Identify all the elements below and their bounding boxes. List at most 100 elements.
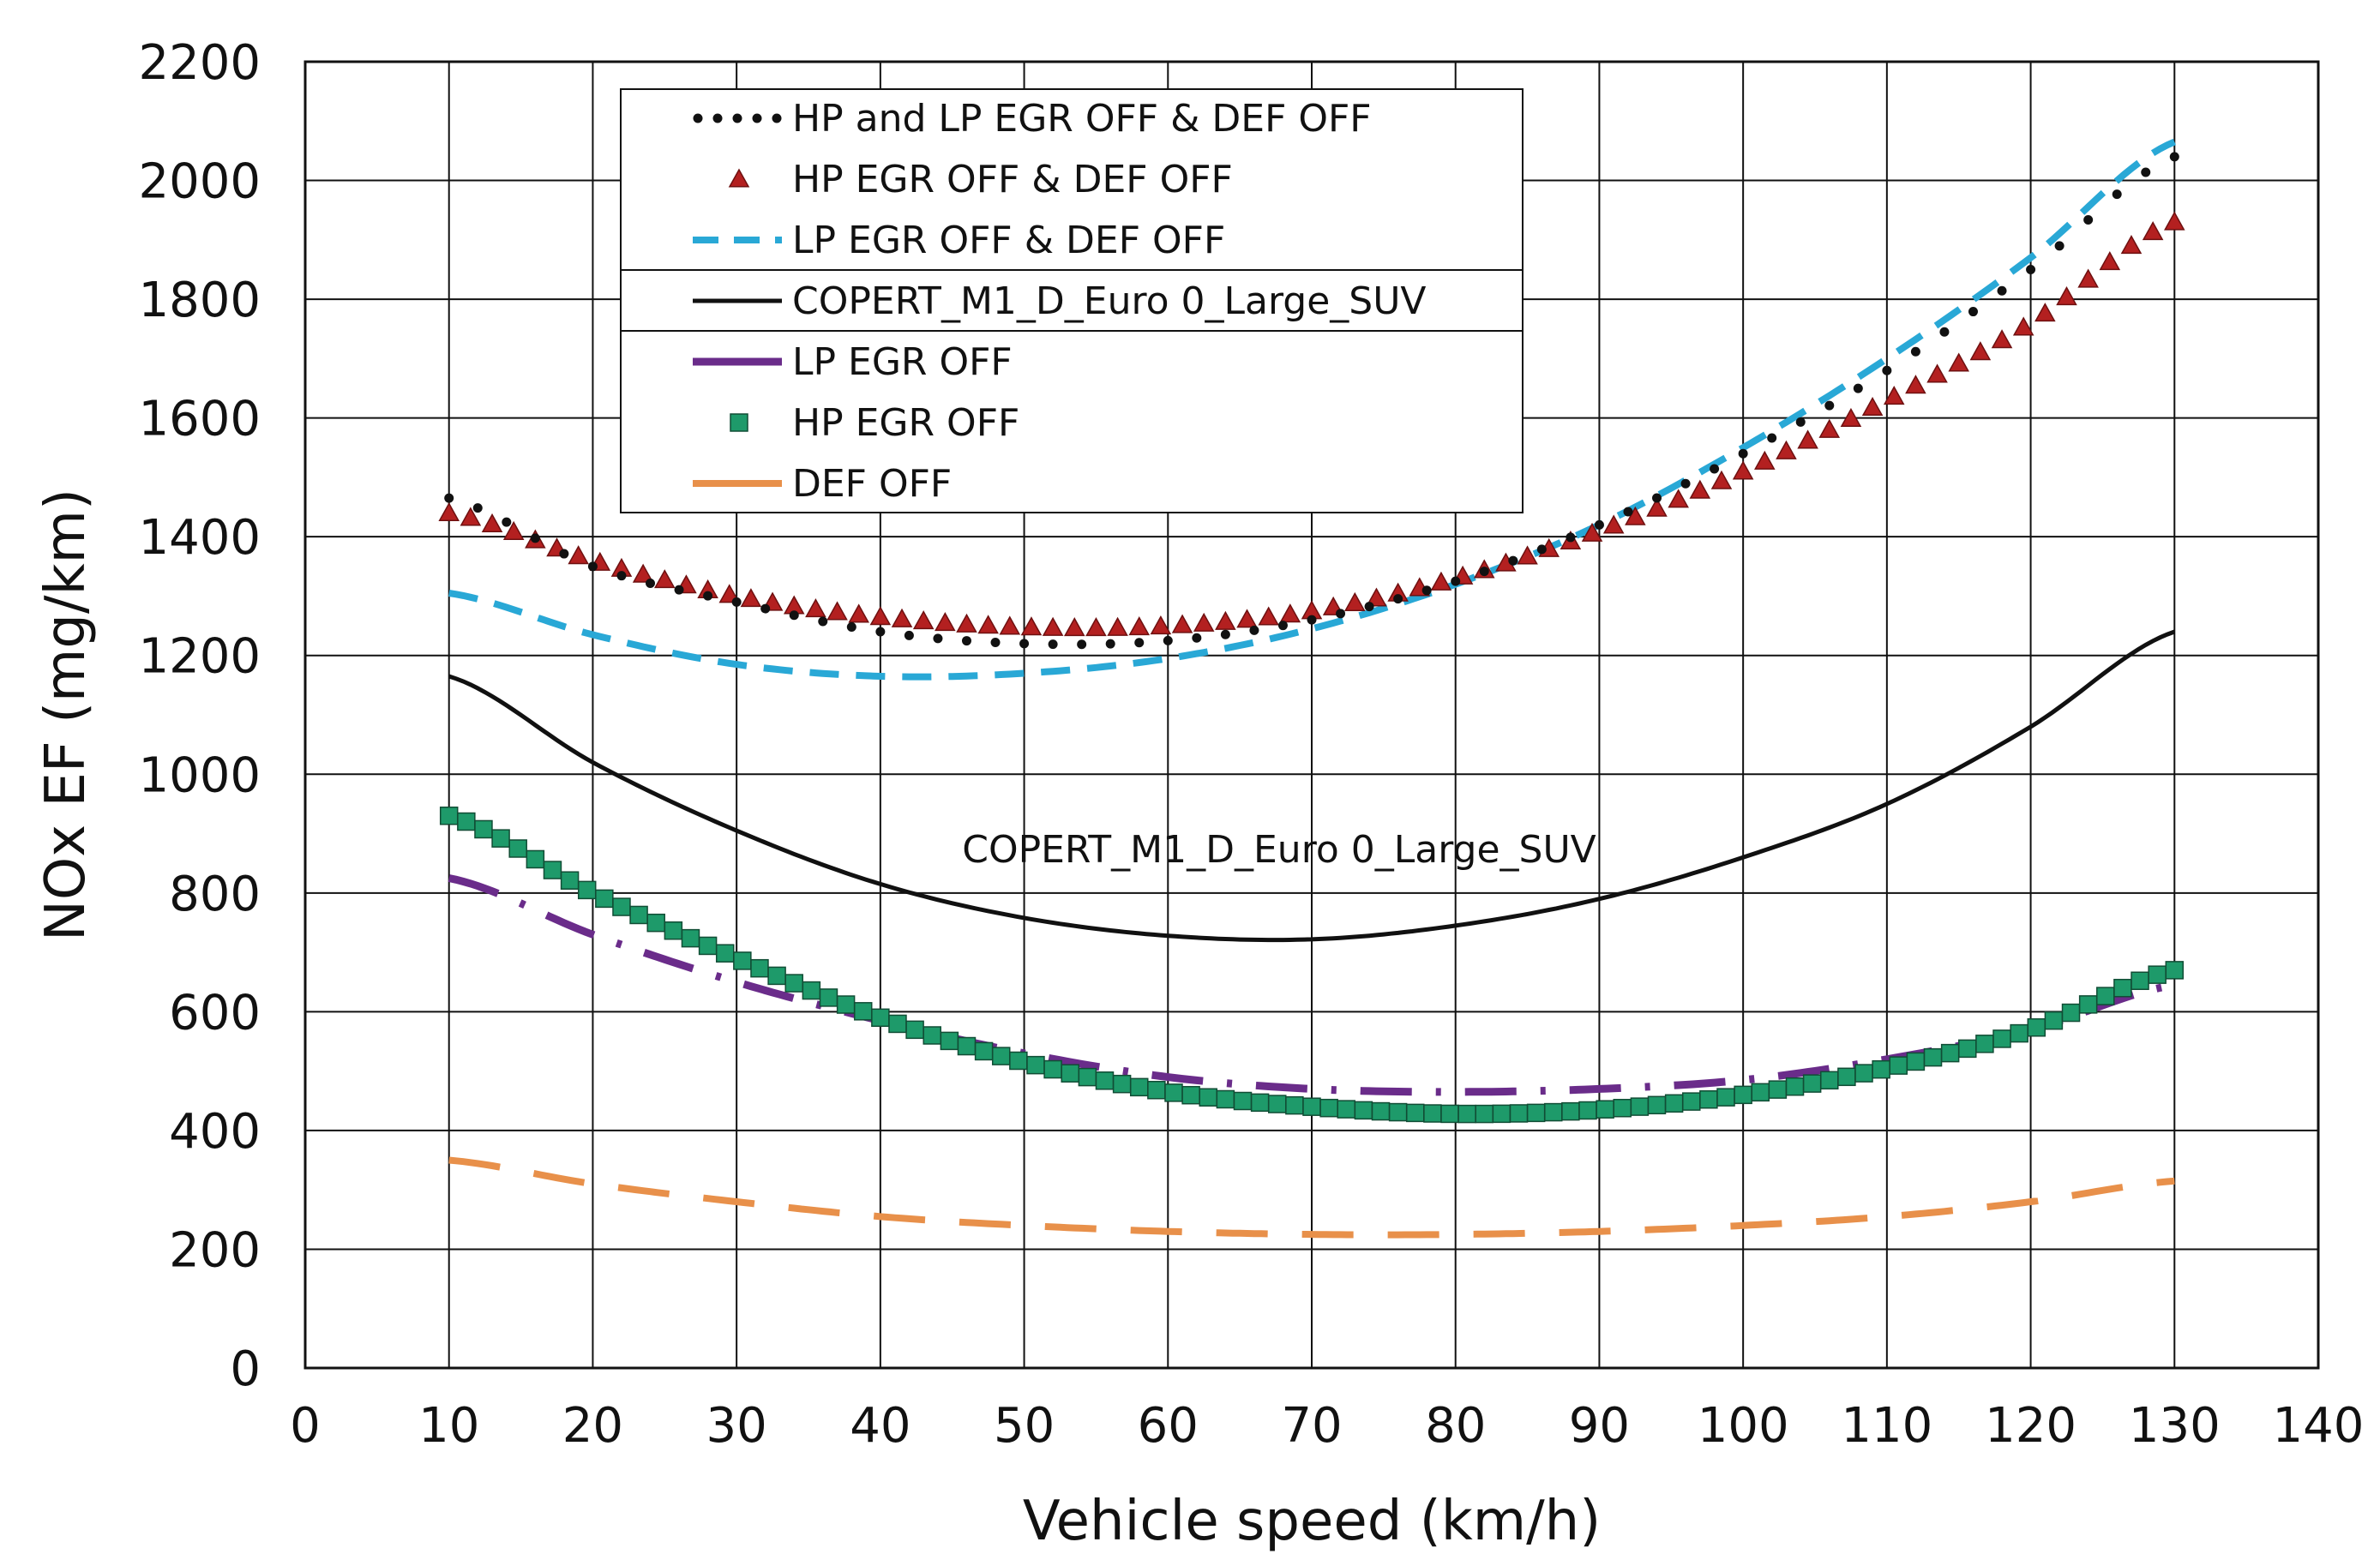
data-point [1085,617,1107,637]
data-point [1393,594,1403,604]
x-tick-label: 30 [706,1398,767,1454]
data-point [681,928,700,948]
data-point [1105,639,1115,649]
series-hp-and-lp-egr-off-def-off [444,152,2179,650]
y-tick-label: 2000 [138,154,261,210]
data-point [1578,1101,1597,1120]
x-axis-title: Vehicle speed (km/h) [1023,1490,1601,1553]
data-point [1451,576,1461,586]
data-point [1710,464,1720,474]
data-point [2141,167,2151,177]
data-point [733,951,752,970]
data-point [502,520,525,540]
data-point [2078,995,2098,1014]
data-point [1581,522,1603,542]
y-tick-label: 1000 [138,747,261,803]
data-point [767,966,786,986]
x-tick-label: 100 [1698,1398,1789,1454]
data-point [2027,1017,2046,1037]
data-point [1517,545,1538,565]
data-point [1837,1067,1856,1087]
data-point [818,616,828,627]
data-point [1561,1101,1580,1121]
y-tick-label: 600 [169,985,261,1041]
data-point [977,615,999,634]
data-point [957,1036,977,1056]
data-point [1277,621,1288,631]
data-point [1337,1100,1356,1119]
data-point [836,995,856,1014]
data-point [2120,235,2143,255]
data-point [923,1026,941,1045]
data-point [1009,1051,1028,1071]
data-point [1302,1097,1321,1116]
data-point [472,503,483,513]
data-point [740,588,762,608]
x-tick-label: 60 [1138,1398,1199,1454]
data-point [1063,617,1085,637]
legend-item: LP EGR OFF [693,340,1013,384]
data-point [616,571,627,581]
data-point [1602,514,1625,534]
data-point [438,501,460,522]
data-point [1020,616,1043,636]
data-point [1216,1089,1235,1109]
data-point [904,630,914,640]
data-point [1958,1039,1977,1059]
data-point [1509,1104,1529,1123]
data-point [444,493,454,503]
data-point [1923,1047,1943,1067]
data-point [587,561,598,572]
data-point [1134,638,1145,648]
data-point [502,517,512,527]
data-point [935,612,956,632]
data-point [474,819,493,839]
y-tick-label: 0 [230,1341,261,1397]
data-point [1250,1093,1270,1113]
data-point [1926,363,1948,383]
data-point [2077,268,2099,288]
data-point [718,584,741,603]
data-point [905,1020,924,1040]
data-point [940,1031,959,1051]
data-point [2034,303,2056,322]
data-point [1406,1103,1425,1123]
data-point [1652,493,1662,503]
series-layer [438,138,2185,1239]
data-point [698,936,718,956]
data-point [1544,1102,1563,1122]
data-point [1095,1071,1115,1090]
legend-label: HP and LP EGR OFF & DEF OFF [792,97,1372,141]
data-point [1193,612,1215,632]
y-tick-label: 400 [169,1104,261,1160]
data-point [508,839,527,858]
data-point [1906,1052,1926,1071]
legend-swatch [728,168,750,188]
legend-swatch [730,413,748,432]
x-tick-label: 40 [850,1398,911,1454]
data-point [1042,616,1064,636]
x-tick-label: 110 [1841,1398,1932,1454]
data-point [1882,365,1892,375]
data-point [1623,507,1633,517]
data-point [1975,1035,1994,1053]
data-point [2054,241,2064,251]
data-point [869,606,892,626]
data-point [891,608,913,627]
data-point [1061,1064,1079,1083]
data-point [1492,1104,1512,1124]
data-point [1258,606,1279,626]
data-point [760,603,771,614]
data-point [1267,1095,1287,1113]
data-point [568,545,589,565]
data-point [1354,1101,1373,1120]
data-point [1366,587,1387,607]
data-point [1536,544,1547,555]
data-point [1613,1098,1632,1118]
series-copert-m1-d-euro-0-large-suv [448,629,2176,943]
data-point [956,613,977,633]
data-point [629,905,648,925]
data-point [481,513,503,533]
data-point [1785,1077,1805,1096]
data-point [1630,1097,1650,1116]
